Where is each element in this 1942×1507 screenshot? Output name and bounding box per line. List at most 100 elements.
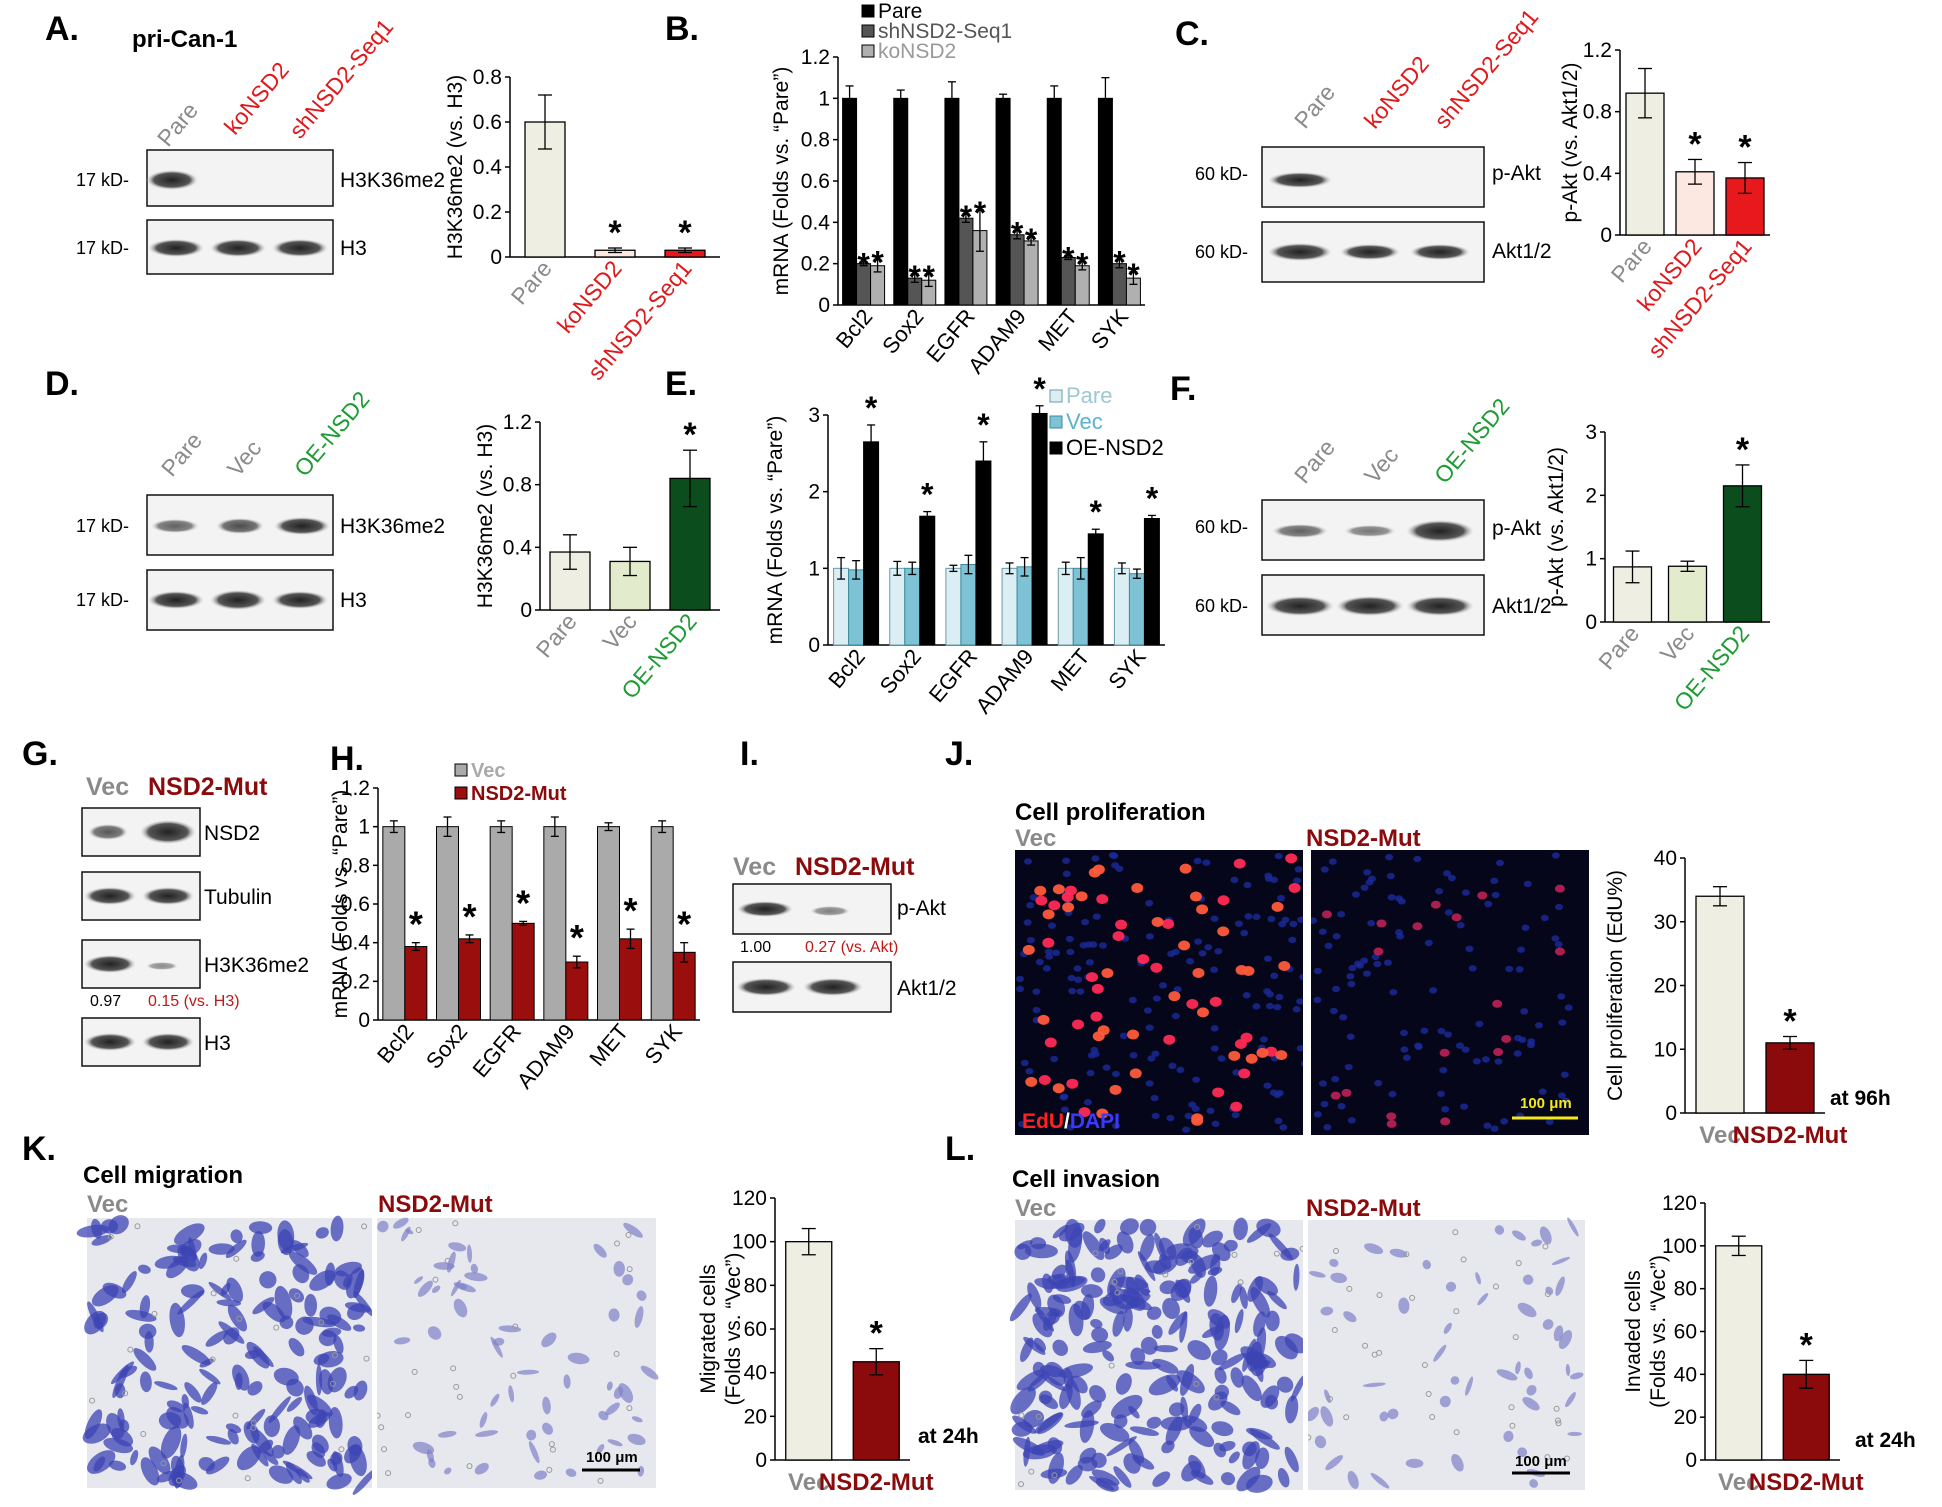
nucleus <box>1150 1094 1159 1102</box>
stained-cell <box>1329 1258 1339 1267</box>
edu-nucleus <box>1091 983 1104 994</box>
nucleus <box>1092 913 1101 920</box>
stained-cell <box>1443 1322 1452 1334</box>
edu-nucleus <box>1285 853 1298 864</box>
nucleus <box>1062 857 1071 864</box>
stained-cell <box>1080 1284 1103 1298</box>
stained-cell <box>1370 1472 1390 1489</box>
pore <box>1333 1247 1340 1254</box>
stained-cell <box>1027 1282 1042 1310</box>
lane-label: Pare <box>156 427 207 481</box>
stained-cell <box>318 1330 337 1347</box>
pore <box>338 1446 345 1453</box>
stained-cell <box>1496 1369 1518 1381</box>
stained-cell <box>453 1298 468 1318</box>
nucleus <box>1145 1024 1154 1031</box>
nucleus <box>1400 1029 1409 1037</box>
stained-cell <box>252 1297 275 1315</box>
stained-cell <box>1017 1240 1033 1250</box>
y-tick-label: 1.2 <box>801 46 830 69</box>
nucleus <box>1461 1046 1470 1053</box>
panel-j: J. Cell proliferation Vec NSD2-Mut EdU/D… <box>945 735 1589 1135</box>
edu-nucleus <box>1078 1107 1091 1118</box>
y-tick-label: 1 <box>808 557 820 580</box>
nucleus <box>1173 986 1182 993</box>
stained-cell <box>563 1374 571 1389</box>
pore <box>331 1352 338 1359</box>
blot-band <box>1336 596 1404 616</box>
stained-cell <box>102 1282 127 1299</box>
stained-cell <box>263 1415 280 1438</box>
y-tick-label: 0.8 <box>341 854 370 877</box>
y-tick-label: 1.2 <box>341 777 370 800</box>
y-axis-label: H3K36me2 (vs. H3) <box>444 75 467 259</box>
edu-nucleus <box>1554 947 1565 956</box>
bar <box>1667 565 1708 623</box>
image-label: NSD2-Mut <box>1306 1195 1421 1222</box>
stained-cell <box>1325 1455 1343 1471</box>
stained-cell <box>1405 1458 1424 1468</box>
edu-nucleus <box>1096 1108 1109 1119</box>
edu-nucleus <box>1245 1053 1258 1064</box>
stained-cell <box>326 1473 352 1490</box>
panel-g-letter: G. <box>22 735 58 773</box>
stained-cell <box>140 1457 160 1486</box>
pore <box>122 1390 129 1397</box>
stained-cell <box>1201 1230 1223 1248</box>
stained-cell <box>1152 1471 1171 1487</box>
nucleus <box>1475 1020 1484 1028</box>
stained-cell <box>343 1274 353 1288</box>
edu-nucleus <box>1038 1074 1051 1085</box>
stained-cell <box>286 1378 304 1397</box>
stained-cell <box>226 1277 244 1303</box>
nucleus <box>1505 965 1514 973</box>
nucleus <box>1066 948 1075 956</box>
stained-cell <box>1439 1395 1451 1408</box>
y-tick-label: 1.2 <box>503 411 532 434</box>
stained-cell <box>259 1271 277 1289</box>
nucleus <box>1346 1033 1355 1040</box>
nucleus <box>1468 965 1477 972</box>
stained-cell <box>1362 1382 1386 1388</box>
nucleus <box>1026 902 1035 909</box>
nucleus <box>1020 1059 1029 1067</box>
edu-nucleus <box>1376 919 1387 928</box>
stained-cell <box>1187 1340 1211 1361</box>
pore <box>549 1446 556 1453</box>
nucleus <box>1193 857 1202 865</box>
y-tick-label: 0 <box>818 294 830 317</box>
y-tick-label: 0 <box>808 634 820 657</box>
pore <box>244 1475 251 1482</box>
band-label: p-Akt <box>1492 162 1541 185</box>
nucleus <box>1091 855 1100 862</box>
blot-band <box>142 1033 194 1051</box>
pore <box>1162 1271 1169 1278</box>
nucleus <box>1515 966 1524 973</box>
nucleus <box>1062 870 1071 878</box>
stained-cell <box>205 1330 228 1347</box>
edu-nucleus <box>1209 996 1222 1007</box>
stained-cell <box>1433 1344 1447 1362</box>
bar <box>842 97 858 306</box>
x-tick-label: NSD2-Mut <box>819 1469 934 1496</box>
nucleus <box>1339 1014 1348 1021</box>
stained-cell <box>1306 1406 1320 1422</box>
nucleus <box>1483 1122 1492 1129</box>
stained-cell <box>1059 1222 1085 1242</box>
stained-cell <box>1188 1454 1206 1479</box>
lane-label: OE-NSD2 <box>1429 393 1515 488</box>
stained-cell <box>1068 1303 1084 1337</box>
stained-cell <box>1010 1386 1036 1415</box>
y-tick-label: 0.6 <box>341 893 370 916</box>
edu-nucleus <box>1451 913 1462 922</box>
stained-cell <box>307 1394 333 1417</box>
stained-cell <box>475 1430 499 1437</box>
quant-value: 0.15 (vs. H3) <box>148 993 240 1010</box>
nucleus <box>1159 982 1168 989</box>
bar <box>669 477 711 611</box>
stained-cell <box>565 1468 577 1477</box>
edu-nucleus <box>1242 965 1255 976</box>
nucleus <box>1288 936 1297 944</box>
legend-swatch <box>861 4 875 18</box>
y-tick-label: 0.8 <box>1583 101 1612 124</box>
